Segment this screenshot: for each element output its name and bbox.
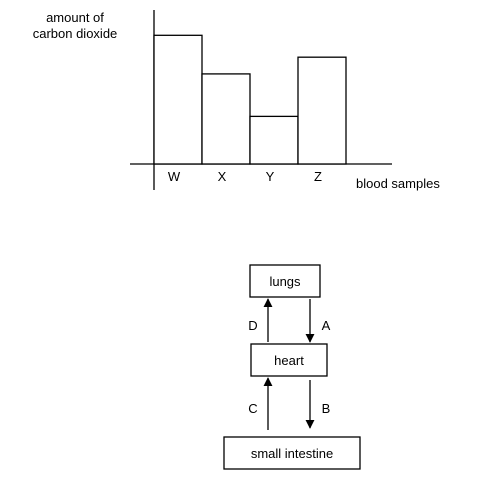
arrow-b-label: B xyxy=(322,401,331,416)
lungs-label: lungs xyxy=(269,274,301,289)
y-axis-label-line-2: carbon dioxide xyxy=(32,26,118,41)
arrow-a-label: A xyxy=(322,318,331,333)
x-tick-label-z: Z xyxy=(314,169,322,184)
bar-w xyxy=(153,34,203,165)
x-tick-label-y: Y xyxy=(266,169,275,184)
bar-x xyxy=(201,73,251,165)
x-tick-label-w: W xyxy=(168,169,181,184)
lungs-box: lungs xyxy=(249,264,321,298)
x-tick-label-x: X xyxy=(218,169,227,184)
y-axis-label: amount of carbon dioxide xyxy=(0,10,150,42)
x-axis-label: blood samples xyxy=(356,176,440,191)
bars-group xyxy=(153,34,347,165)
arrow-c-label: C xyxy=(248,401,257,416)
small-intestine-box: small intestine xyxy=(223,436,361,470)
small-intestine-label: small intestine xyxy=(251,446,333,461)
heart-label: heart xyxy=(274,353,304,368)
heart-box: heart xyxy=(250,343,328,377)
y-axis-label-line-1: amount of xyxy=(46,10,104,25)
bar-z xyxy=(297,56,347,165)
arrow-d-label: D xyxy=(248,318,257,333)
bar-chart: W X Y Z xyxy=(130,10,392,190)
x-tick-labels: W X Y Z xyxy=(168,169,322,184)
